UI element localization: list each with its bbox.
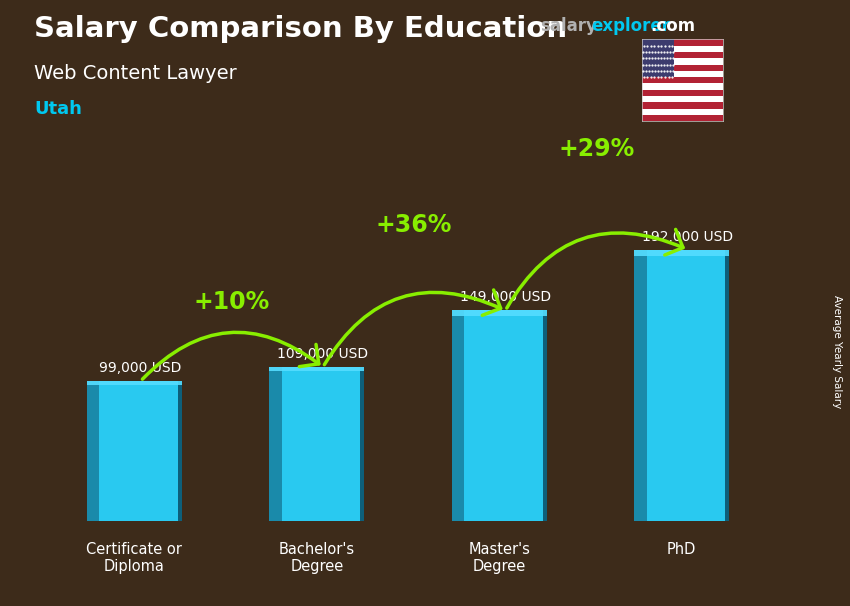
Text: PhD: PhD: [667, 542, 696, 556]
Bar: [178, 381, 182, 521]
Bar: [360, 367, 364, 521]
Text: 99,000 USD: 99,000 USD: [99, 361, 182, 375]
Bar: [642, 52, 722, 58]
Bar: [452, 310, 464, 521]
Text: .com: .com: [650, 17, 695, 35]
Bar: [725, 250, 729, 521]
Text: Web Content Lawyer: Web Content Lawyer: [34, 64, 237, 82]
Bar: [642, 115, 722, 121]
Bar: [99, 381, 182, 521]
Text: Bachelor's
Degree: Bachelor's Degree: [279, 542, 354, 574]
Bar: [464, 310, 547, 521]
Bar: [642, 77, 722, 84]
Bar: [642, 45, 722, 52]
Text: +29%: +29%: [558, 137, 635, 161]
Text: 192,000 USD: 192,000 USD: [643, 230, 734, 244]
FancyArrowPatch shape: [325, 290, 501, 365]
Bar: [647, 250, 729, 521]
Text: Master's
Degree: Master's Degree: [468, 542, 530, 574]
FancyArrowPatch shape: [507, 230, 683, 308]
Bar: [642, 71, 722, 77]
Bar: [642, 102, 722, 108]
Bar: [642, 39, 674, 77]
Bar: [452, 310, 547, 316]
Text: +36%: +36%: [376, 213, 452, 237]
Bar: [642, 65, 722, 71]
Bar: [543, 310, 547, 521]
Bar: [642, 58, 722, 65]
Text: Salary Comparison By Education: Salary Comparison By Education: [34, 15, 567, 43]
Text: explorer: explorer: [591, 17, 670, 35]
Text: Average Yearly Salary: Average Yearly Salary: [832, 295, 842, 408]
Bar: [634, 250, 647, 521]
Bar: [87, 381, 182, 385]
Bar: [269, 367, 364, 371]
Bar: [642, 108, 722, 115]
Bar: [634, 250, 729, 256]
Bar: [642, 39, 722, 45]
Bar: [281, 367, 364, 521]
Bar: [642, 84, 722, 90]
Text: Certificate or
Diploma: Certificate or Diploma: [87, 542, 182, 574]
Text: 109,000 USD: 109,000 USD: [277, 347, 369, 361]
Text: Utah: Utah: [34, 100, 82, 118]
FancyArrowPatch shape: [143, 332, 319, 379]
Text: 149,000 USD: 149,000 USD: [460, 290, 551, 304]
Bar: [642, 90, 722, 96]
Text: +10%: +10%: [194, 290, 269, 314]
Bar: [269, 367, 281, 521]
Bar: [87, 381, 99, 521]
Text: salary: salary: [540, 17, 597, 35]
Bar: [642, 96, 722, 102]
